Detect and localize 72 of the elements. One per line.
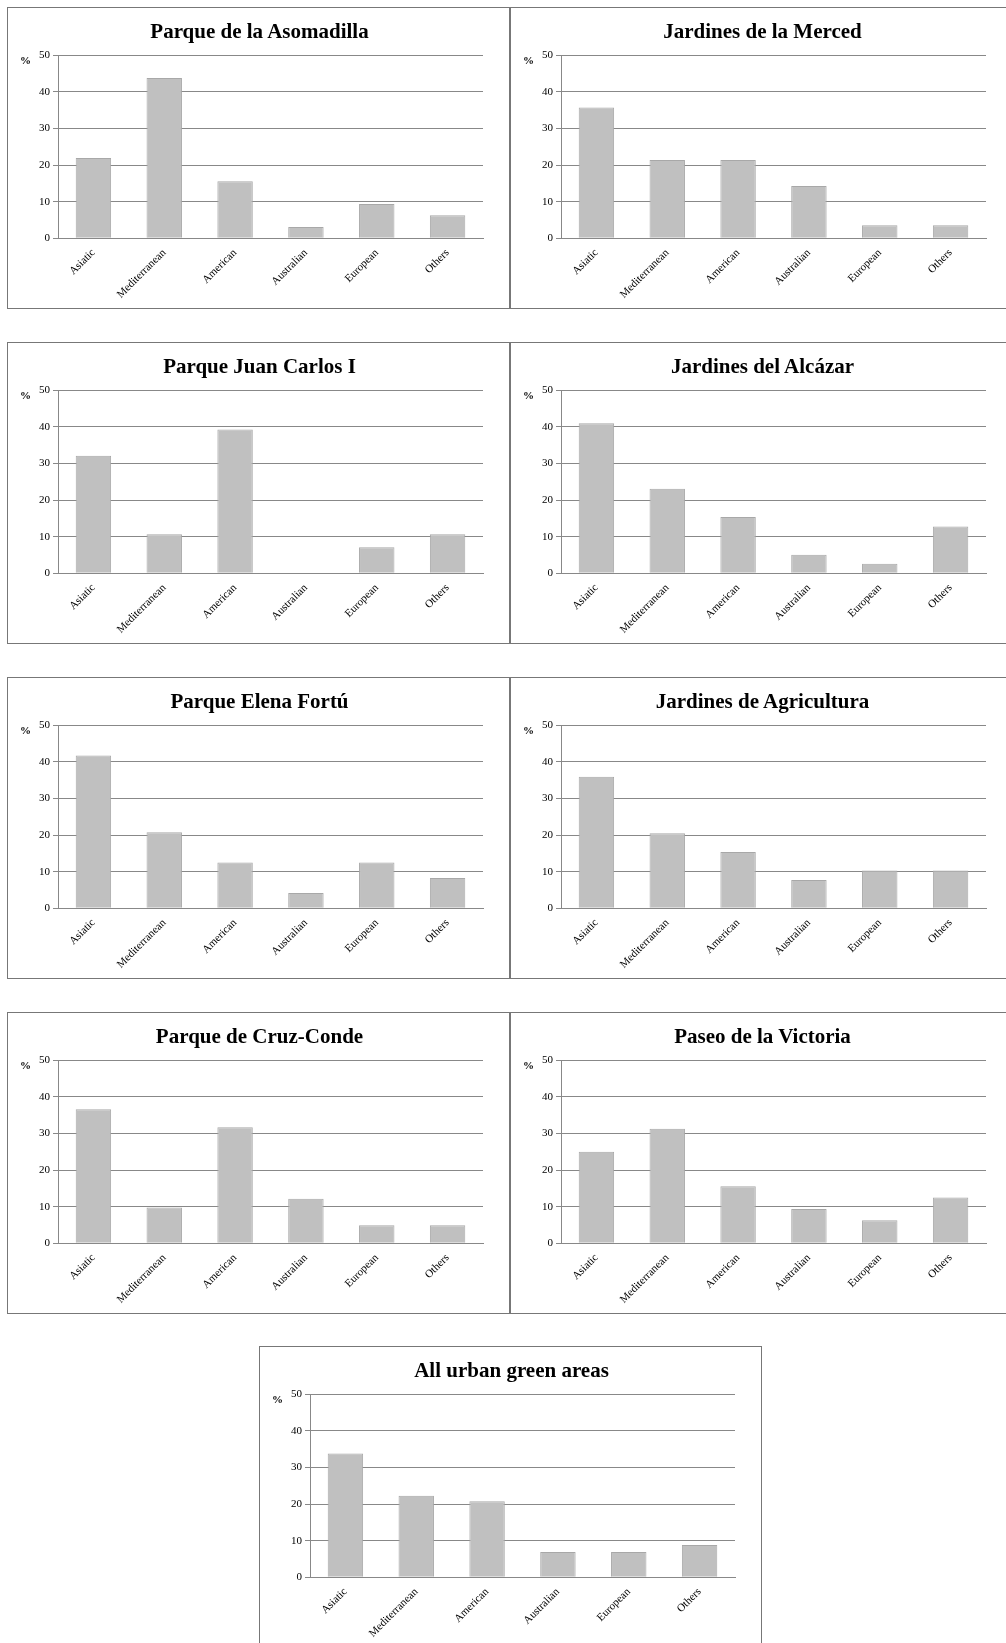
y-axis-title: %: [20, 1059, 31, 1072]
y-tick-label: 30: [291, 1460, 303, 1473]
y-axis-title: %: [523, 389, 534, 402]
y-tick-label: 30: [39, 121, 51, 134]
y-tick-label: 0: [44, 1236, 51, 1249]
y-axis-title: %: [20, 724, 31, 737]
y-tick-label: 50: [39, 383, 51, 396]
y-tick-label: 20: [39, 1162, 51, 1175]
y-tick-label: 0: [44, 231, 51, 244]
y-tick-label: 40: [542, 419, 554, 432]
y-axis-title: %: [523, 54, 534, 67]
y-tick-label: 0: [547, 901, 554, 914]
y-axis-title: %: [272, 1393, 283, 1406]
y-tick-label: 10: [542, 529, 554, 542]
y-tick-label: 50: [542, 718, 554, 731]
chart-title: Parque Elena Fortú: [170, 689, 349, 714]
chart-title: Parque de Cruz-Conde: [155, 1024, 364, 1049]
chart-title: Parque Juan Carlos I: [163, 354, 356, 379]
y-tick-label: 50: [542, 48, 554, 61]
chart-title: Jardines de Agricultura: [655, 689, 870, 714]
y-tick-label: 30: [39, 1126, 51, 1139]
y-tick-label: 40: [291, 1423, 303, 1436]
y-tick-label: 40: [542, 754, 554, 767]
y-axis-title: %: [523, 724, 534, 737]
y-tick-label: 50: [39, 48, 51, 61]
y-tick-label: 20: [542, 492, 554, 505]
y-tick-label: 20: [291, 1496, 303, 1509]
y-tick-label: 40: [542, 84, 554, 97]
y-tick-label: 30: [39, 791, 51, 804]
chart-title: Jardines del Alcázar: [670, 354, 855, 379]
y-tick-label: 40: [542, 1089, 554, 1102]
y-tick-label: 0: [547, 231, 554, 244]
y-tick-label: 30: [542, 121, 554, 134]
y-tick-label: 0: [547, 566, 554, 579]
chart-title: Jardines de la Merced: [663, 19, 863, 44]
y-tick-label: 30: [542, 1126, 554, 1139]
y-tick-label: 0: [296, 1570, 303, 1583]
y-tick-label: 10: [39, 194, 51, 207]
y-tick-label: 20: [542, 1162, 554, 1175]
y-tick-label: 50: [291, 1387, 303, 1400]
y-tick-label: 10: [39, 1199, 51, 1212]
chart-title: Parque de la Asomadilla: [150, 19, 370, 44]
y-tick-label: 30: [39, 456, 51, 469]
y-tick-label: 40: [39, 84, 51, 97]
y-tick-label: 10: [39, 864, 51, 877]
y-tick-label: 10: [542, 194, 554, 207]
y-tick-label: 30: [542, 791, 554, 804]
y-tick-label: 40: [39, 1089, 51, 1102]
y-tick-label: 30: [542, 456, 554, 469]
y-axis-title: %: [20, 389, 31, 402]
y-tick-label: 0: [44, 901, 51, 914]
y-tick-label: 10: [542, 864, 554, 877]
y-tick-label: 10: [542, 1199, 554, 1212]
y-tick-label: 0: [547, 1236, 554, 1249]
y-tick-label: 10: [291, 1533, 303, 1546]
y-axis-title: %: [20, 54, 31, 67]
y-tick-label: 0: [44, 566, 51, 579]
y-tick-label: 40: [39, 419, 51, 432]
y-tick-label: 40: [39, 754, 51, 767]
y-tick-label: 20: [542, 827, 554, 840]
chart-title: Paseo de la Victoria: [674, 1024, 852, 1049]
y-tick-label: 50: [542, 383, 554, 396]
y-tick-label: 20: [39, 157, 51, 170]
y-tick-label: 50: [542, 1053, 554, 1066]
y-tick-label: 50: [39, 1053, 51, 1066]
y-tick-label: 50: [39, 718, 51, 731]
y-tick-label: 20: [39, 492, 51, 505]
y-tick-label: 20: [542, 157, 554, 170]
y-tick-label: 20: [39, 827, 51, 840]
y-tick-label: 10: [39, 529, 51, 542]
chart-title: All urban green areas: [414, 1358, 609, 1383]
y-axis-title: %: [523, 1059, 534, 1072]
